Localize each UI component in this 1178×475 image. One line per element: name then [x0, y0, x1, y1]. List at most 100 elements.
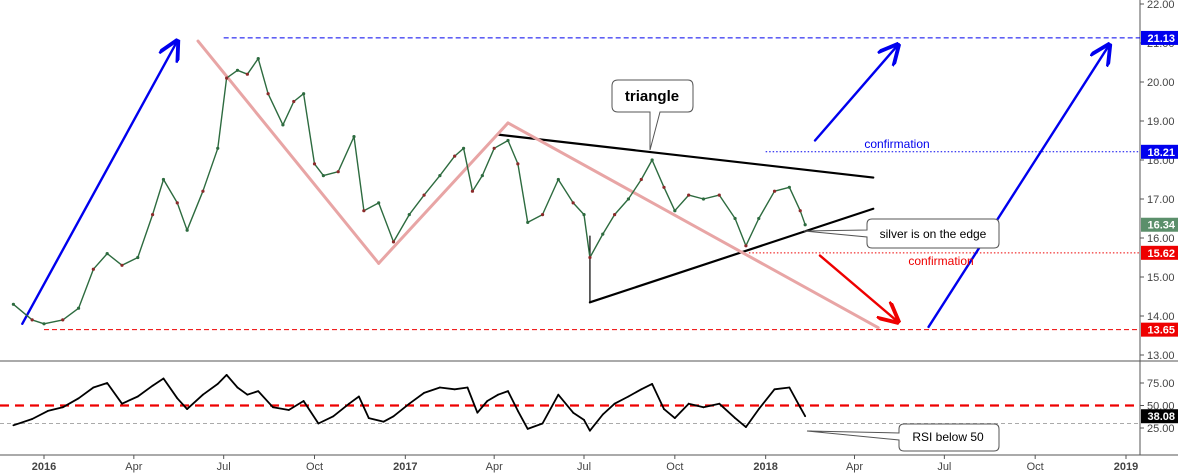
rsi-point — [773, 388, 776, 391]
price-label-text: 16.34 — [1147, 220, 1175, 232]
rsi-point — [358, 395, 360, 398]
price-label-text: 15.62 — [1147, 248, 1175, 260]
price-point — [391, 240, 396, 244]
price-point — [105, 252, 109, 256]
price-point — [673, 209, 677, 213]
rsi-point — [804, 415, 807, 418]
price-point — [245, 72, 249, 76]
rsi-point — [408, 402, 411, 405]
price-point — [717, 193, 721, 197]
time-tick-label: 2019 — [1114, 461, 1138, 473]
price-point — [650, 158, 654, 162]
price-point — [76, 306, 81, 310]
rsi-point — [106, 382, 109, 384]
rsi-point — [236, 386, 239, 389]
price-label-box — [1141, 30, 1178, 45]
time-tick-label: Oct — [666, 461, 683, 473]
price-point — [506, 138, 510, 143]
time-axis: 2016 Apr Jul Oct 2017 Apr Jul Oct 2018 Apr Jul Oct 2… — [32, 455, 1138, 473]
price-point — [492, 146, 496, 150]
pink-1 — [196, 39, 381, 265]
price-point — [302, 92, 306, 96]
time-tick-label: Jul — [937, 461, 951, 473]
rsi-point — [287, 409, 290, 411]
price-point — [136, 255, 140, 260]
rsi-point — [589, 429, 591, 432]
price-point — [461, 146, 466, 150]
rsi-callout: RSI below 50 — [806, 423, 1000, 452]
arrow-blue-2 — [813, 45, 898, 142]
price-point — [798, 209, 802, 213]
time-tick-label: Apr — [125, 461, 142, 473]
price-point — [407, 213, 411, 217]
price-point — [175, 201, 179, 205]
rsi-point — [367, 417, 370, 419]
price-point — [803, 223, 807, 227]
price-point — [733, 216, 737, 221]
price-point — [42, 322, 46, 326]
horizontal-levels — [44, 37, 1140, 331]
rsi-point — [476, 411, 479, 414]
price-point — [601, 232, 605, 236]
price-point — [120, 263, 124, 267]
rsi-point — [202, 393, 204, 396]
triangle-lower — [588, 207, 875, 304]
rsi-point — [516, 410, 519, 412]
price-point — [235, 68, 240, 72]
price-point — [757, 216, 761, 221]
rsi-note-label: RSI below 50 — [912, 430, 984, 444]
rsi-point — [272, 406, 274, 409]
time-tick-label: Oct — [1027, 461, 1044, 473]
rsi-point — [382, 420, 385, 423]
price-tick-label: 15.00 — [1147, 272, 1175, 284]
rsi-point — [47, 410, 49, 412]
arrow-red — [818, 254, 898, 322]
price-point — [312, 162, 317, 166]
rsi-point — [734, 417, 736, 419]
price-point — [453, 154, 457, 158]
rsi-point — [12, 424, 15, 427]
rsi-point — [663, 408, 665, 410]
rsi-point — [613, 402, 616, 405]
rsi-point — [557, 393, 560, 396]
arrow-blue-3 — [927, 45, 1110, 329]
price-point — [470, 189, 475, 193]
price-point — [161, 177, 166, 182]
pink-3 — [506, 121, 880, 330]
price-point — [480, 174, 484, 178]
price-point — [201, 189, 205, 193]
price-point — [150, 213, 155, 217]
price-point — [292, 99, 296, 104]
rsi-point — [497, 393, 500, 396]
price-tick-label: 22.00 — [1147, 0, 1175, 11]
price-label-box — [1141, 245, 1178, 260]
rsi-point — [453, 388, 456, 391]
rsi-point — [31, 418, 34, 420]
price-point — [556, 177, 560, 182]
rsi-point — [162, 377, 165, 380]
price-point — [362, 209, 366, 213]
price-label-text: 13.65 — [1147, 325, 1175, 337]
price-point — [422, 193, 426, 197]
rsi-point — [121, 402, 123, 405]
rsi-point — [718, 402, 721, 405]
rsi-point — [486, 400, 489, 402]
time-tick-label: Jul — [577, 461, 591, 473]
price-point — [701, 197, 706, 201]
time-tick-label: 2017 — [393, 461, 417, 473]
price-point — [744, 244, 748, 248]
rsi-point — [507, 390, 509, 392]
rsi-point — [92, 386, 95, 389]
trendlines — [21, 39, 1110, 330]
pink-2 — [377, 121, 510, 265]
price-point — [336, 170, 340, 174]
rsi-point — [745, 426, 747, 428]
rsi-point — [61, 406, 64, 409]
rsi-line — [13, 373, 806, 432]
time-tick-label: Apr — [846, 461, 863, 473]
rsi-point — [186, 408, 189, 410]
rsi-point — [423, 392, 425, 394]
rsi-point — [601, 413, 604, 416]
